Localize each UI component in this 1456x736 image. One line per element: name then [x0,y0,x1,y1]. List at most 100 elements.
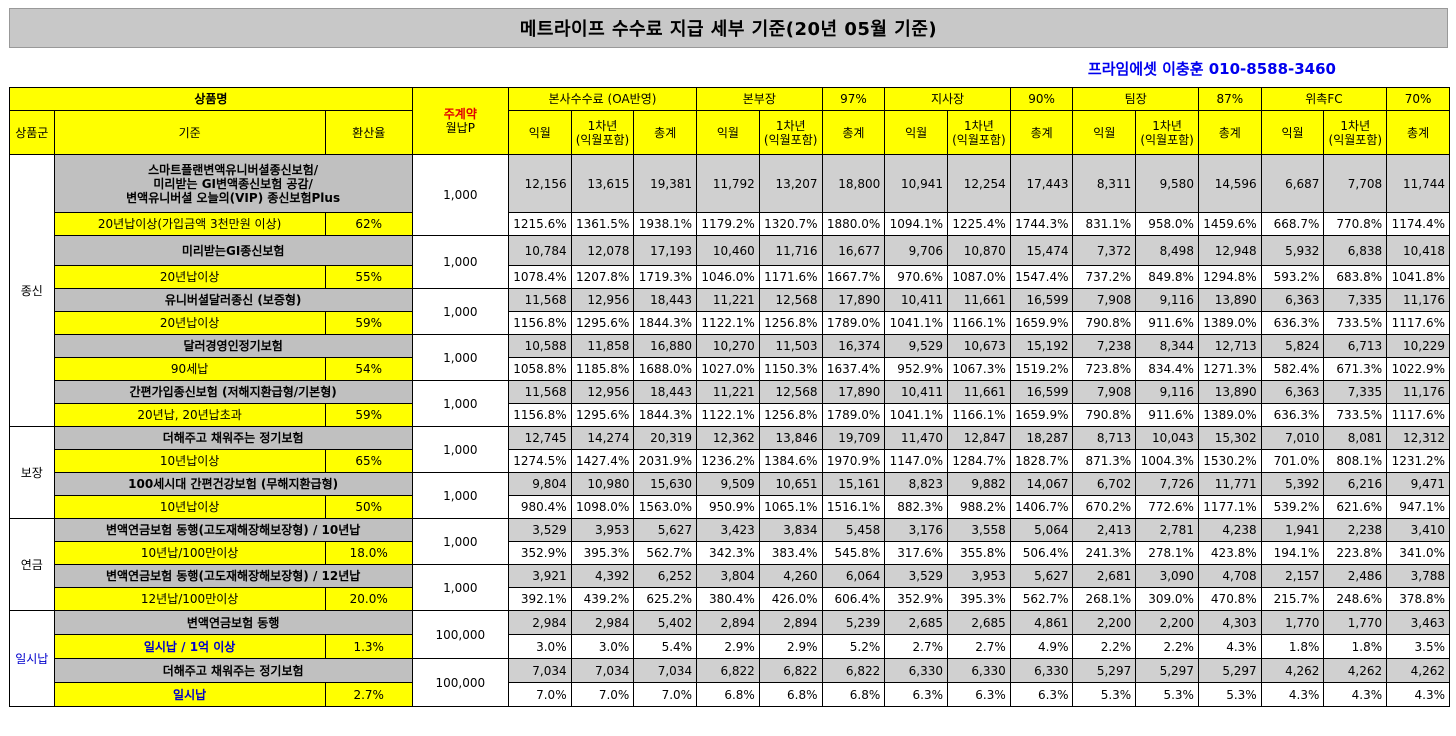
table-row: 일시납 변액연금보험 동행 100,000 2,984 2,984 5,402 2,894 2… [9,610,1450,707]
criteria-cell: 10년납이상 [53,495,326,519]
amount-cell: 5,824 [1260,334,1325,358]
amount-cell: 11,568 [507,288,572,312]
header-monthly-premium: 주계약 월납P [411,87,509,155]
percent-cell: 1171.6% [758,265,823,289]
amount-cell: 11,176 [1386,380,1450,404]
amount-cell: 11,661 [947,288,1011,312]
percent-cell: 1156.8% [507,311,572,335]
percent-cell: 4.3% [1197,634,1262,659]
amount-cell: 7,335 [1323,380,1388,404]
header-group-4-pct: 70% [1386,87,1450,111]
amount-cell: 15,161 [821,472,886,496]
amount-cell: 10,411 [884,380,949,404]
percent-cell: 562.7% [1009,587,1074,611]
percent-cell: 423.8% [1197,541,1262,565]
percent-cell: 1177.1% [1197,495,1262,519]
table-row: 10년납이상 65% 1274.5% 1427.4% 2031.9% 1236.2% 138… [10,449,1450,473]
amount-cell: 5,239 [821,610,886,635]
amount-cell: 6,363 [1260,380,1325,404]
percent-cell: 5.3% [1197,682,1262,707]
percent-cell: 1519.2% [1009,357,1074,381]
percent-cell: 958.0% [1135,212,1199,236]
table-row: 변액연금보험 동행(고도재해장해보장형) / 12년납 1,000 3,921 4,3… [10,564,1450,611]
amount-cell: 6,822 [821,658,886,683]
amount-cell: 10,980 [570,472,635,496]
table-body: 상품명 주계약 월납P 본사수수료 (OA반영) 본부장 97% 지사장 90%… [9,87,1450,707]
amount-cell: 12,713 [1197,334,1262,358]
amount-cell: 3,090 [1135,564,1199,588]
table-row: 미리받는GI종신보험 1,000 10,784 12,078 17,193 10,460 1… [10,235,1450,289]
percent-cell: 1027.0% [696,357,760,381]
product-name: 간편가입종신보험 (저해지환급형/기본형) [53,380,413,404]
percent-cell: 1389.0% [1197,311,1262,335]
percent-cell: 1406.7% [1009,495,1074,519]
amount-cell: 12,362 [696,426,760,450]
amount-cell: 14,596 [1197,154,1262,213]
amount-cell: 2,894 [758,610,823,635]
amount-cell: 16,880 [633,334,698,358]
header-sub-4-2: 총계 [1386,110,1450,155]
amount-cell: 4,861 [1009,610,1074,635]
percent-cell: 1880.0% [821,212,886,236]
amount-cell: 19,709 [821,426,886,450]
percent-cell: 668.7% [1260,212,1325,236]
amount-cell: 9,706 [884,235,949,266]
percent-cell: 621.6% [1323,495,1388,519]
percent-cell: 378.8% [1386,587,1450,611]
percent-cell: 1256.8% [758,311,823,335]
amount-cell: 5,297 [1135,658,1199,683]
percent-cell: 1274.5% [507,449,572,473]
amount-cell: 11,470 [884,426,949,450]
percent-cell: 1041.1% [884,403,949,427]
table-row: 달러경영인정기보험 1,000 10,588 11,858 16,880 10,270 11… [10,334,1450,381]
amount-cell: 2,200 [1135,610,1199,635]
criteria-cell: 10년납/100만이상 [53,541,326,565]
amount-cell: 16,374 [821,334,886,358]
percent-cell: 1688.0% [633,357,698,381]
percent-cell: 831.1% [1072,212,1137,236]
table-row: 일시납 2.7% 7.0% 7.0% 7.0% 6.8% 6.8% 6.8% 6.3% 6.3% 6… [10,682,1450,707]
conversion-rate-cell: 55% [324,265,413,289]
amount-cell: 11,503 [758,334,823,358]
percent-cell: 1828.7% [1009,449,1074,473]
amount-cell: 12,956 [570,380,635,404]
percent-cell: 772.6% [1135,495,1199,519]
percent-cell: 2031.9% [633,449,698,473]
header-group-2: 지사장 [884,87,1011,111]
percent-cell: 1361.5% [570,212,635,236]
percent-cell: 1295.6% [570,403,635,427]
percent-cell: 3.0% [570,634,635,659]
percent-cell: 871.3% [1072,449,1137,473]
amount-cell: 15,192 [1009,334,1074,358]
percent-cell: 1667.7% [821,265,886,289]
amount-cell: 15,474 [1009,235,1074,266]
percent-cell: 1207.8% [570,265,635,289]
amount-cell: 4,262 [1323,658,1388,683]
amount-cell: 1,770 [1260,610,1325,635]
criteria-cell: 10년납이상 [53,449,326,473]
amount-cell: 7,010 [1260,426,1325,450]
amount-cell: 3,410 [1386,518,1450,542]
page-title: 메트라이프 수수료 지급 세부 기준(20년 05월 기준) [9,8,1448,48]
amount-cell: 7,908 [1072,288,1137,312]
amount-cell: 9,882 [947,472,1011,496]
amount-cell: 3,788 [1386,564,1450,588]
amount-cell: 10,941 [884,154,949,213]
product-name: 유니버셜달러종신 (보증형) [53,288,413,312]
amount-cell: 8,713 [1072,426,1137,450]
percent-cell: 1271.3% [1197,357,1262,381]
percent-cell: 506.4% [1009,541,1074,565]
amount-cell: 7,372 [1072,235,1137,266]
percent-cell: 268.1% [1072,587,1137,611]
header-sub-0-0: 익월 [507,110,572,155]
amount-cell: 9,580 [1135,154,1199,213]
amount-cell: 5,458 [821,518,886,542]
percent-cell: 352.9% [884,587,949,611]
amount-cell: 16,599 [1009,380,1074,404]
percent-cell: 341.0% [1386,541,1450,565]
percent-cell: 1041.1% [884,311,949,335]
percent-cell: 1058.8% [507,357,572,381]
monthly-premium: 1,000 [411,154,509,236]
percent-cell: 1122.1% [696,403,760,427]
conversion-rate-cell: 62% [324,212,413,236]
